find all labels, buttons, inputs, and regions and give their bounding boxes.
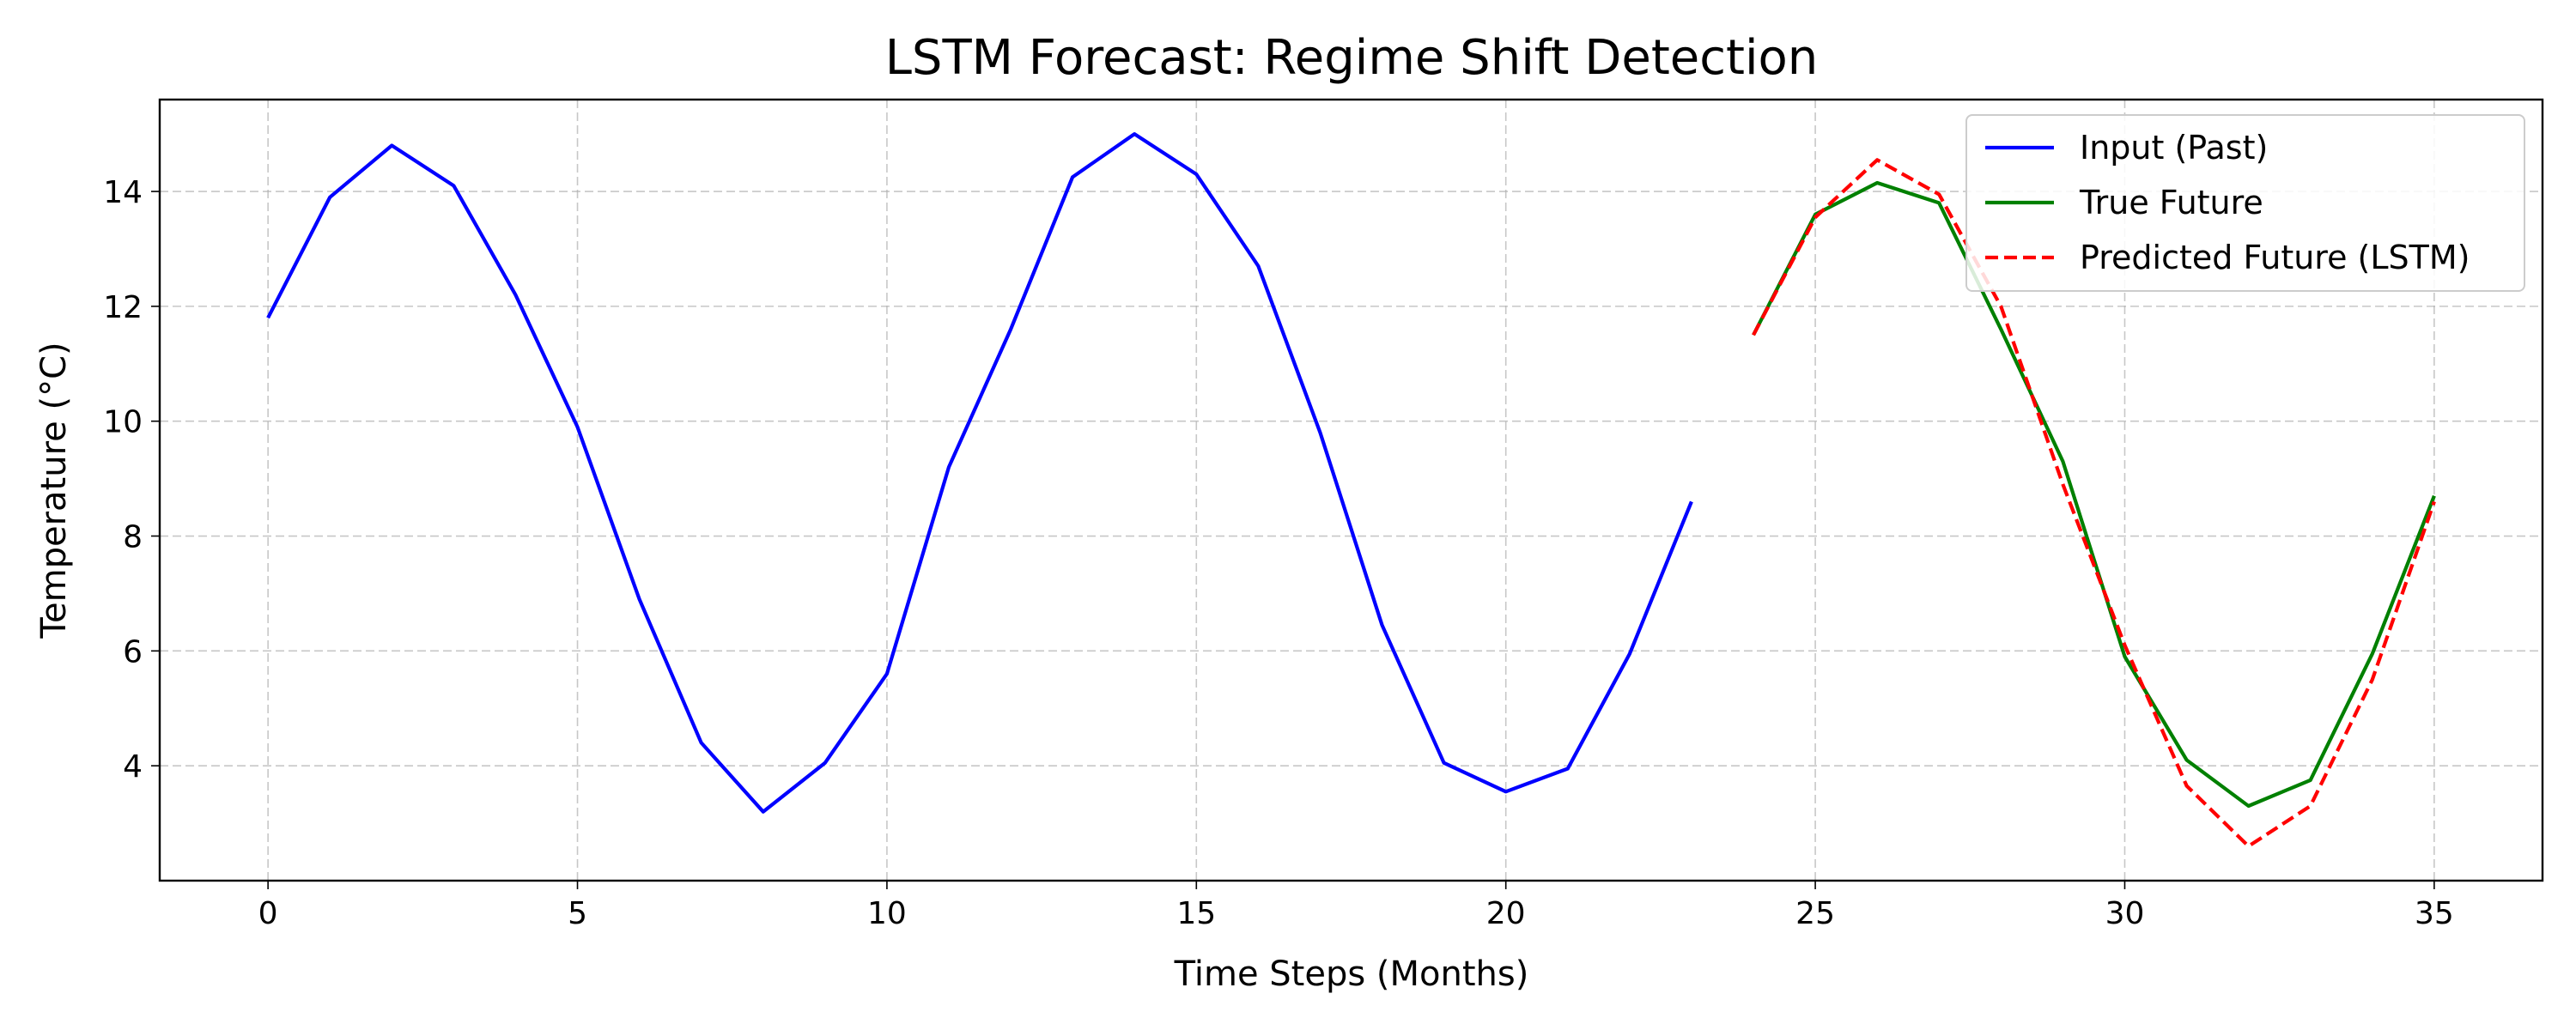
x-tick-label: 15 <box>1176 896 1216 931</box>
x-axis-label: Time Steps (Months) <box>1174 954 1529 994</box>
y-tick-label: 12 <box>103 290 143 325</box>
series-line-0 <box>266 132 1693 814</box>
series-layer <box>266 132 2436 849</box>
legend-label: True Future <box>2079 184 2263 221</box>
x-tick-label: 0 <box>258 896 278 931</box>
x-tick-label: 30 <box>2105 896 2145 931</box>
y-tick-label: 8 <box>123 520 143 555</box>
legend-label: Predicted Future (LSTM) <box>2080 239 2470 276</box>
ticks: 0 5 10 15 20 25 30 35 4 6 8 10 12 14 <box>103 175 2454 931</box>
series-line-2 <box>1752 158 2436 849</box>
x-tick-label: 25 <box>1795 896 1835 931</box>
legend-label: Input (Past) <box>2080 129 2268 167</box>
y-tick-label: 14 <box>103 175 143 210</box>
legend: Input (Past) True Future Predicted Future … <box>1965 114 2525 292</box>
y-axis-label: Temperature (°C) <box>34 342 74 639</box>
x-tick-label: 10 <box>867 896 907 931</box>
y-tick-label: 6 <box>123 634 143 670</box>
x-tick-label: 20 <box>1486 896 1526 931</box>
legend-box <box>1965 114 2525 292</box>
y-tick-label: 4 <box>123 749 143 785</box>
y-tick-label: 10 <box>103 405 143 440</box>
series-line-1 <box>1752 180 2436 809</box>
x-tick-label: 35 <box>2415 896 2454 931</box>
x-tick-label: 5 <box>568 896 587 931</box>
chart-title: LSTM Forecast: Regime Shift Detection <box>885 30 1819 86</box>
plot-frame <box>158 98 2544 882</box>
